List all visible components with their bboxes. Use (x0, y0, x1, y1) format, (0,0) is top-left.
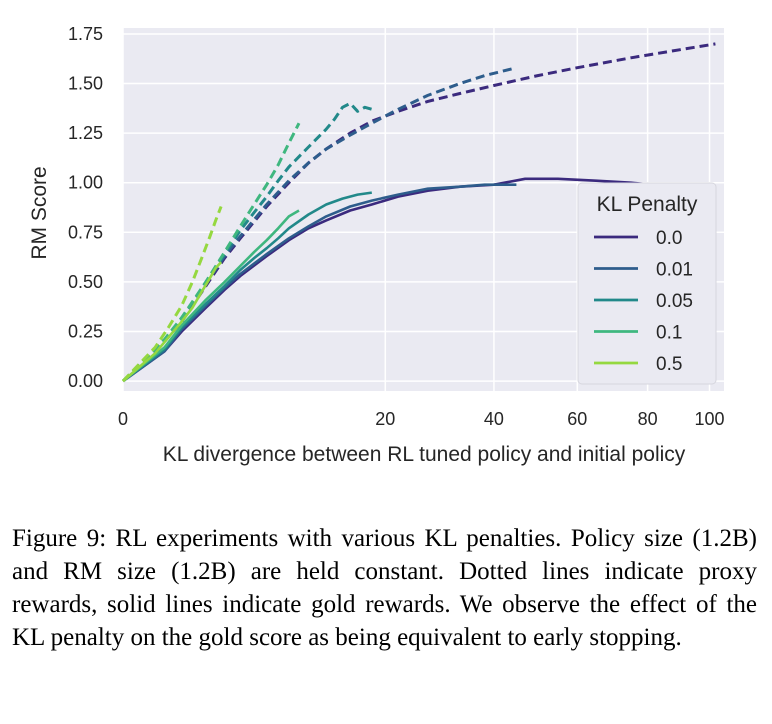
series-line (122, 191, 372, 383)
legend-label: 0.5 (656, 354, 682, 375)
y-tick-labels: 0.00 0.25 0.50 0.75 1.00 1.25 1.50 1.75 (68, 24, 103, 391)
y-tick-label: 1.50 (68, 74, 103, 94)
kl-penalty-line-chart: 0 20 40 60 80 100 0.00 0.25 0.50 0.75 1.00 1.25 1.5… (28, 24, 725, 466)
series-line (121, 122, 301, 383)
data-lines (121, 42, 716, 383)
y-tick-label: 0.75 (68, 222, 103, 242)
x-tick-label: 40 (484, 409, 504, 429)
series-line (122, 209, 300, 383)
y-tick-label: 0.00 (68, 371, 103, 391)
x-tick-label: 60 (567, 409, 587, 429)
x-axis-label: KL divergence between RL tuned policy an… (163, 443, 686, 466)
x-tick-label: 0 (118, 409, 128, 429)
y-tick-label: 1.25 (68, 123, 103, 143)
y-axis-label: RM Score (28, 166, 51, 259)
y-tick-label: 0.25 (68, 321, 103, 341)
series-line (121, 42, 716, 383)
series-line (122, 177, 716, 383)
legend-box (577, 182, 717, 385)
x-tick-label: 20 (375, 409, 395, 429)
legend-title: KL Penalty (597, 193, 698, 216)
legend-label: 0.1 (656, 323, 682, 344)
x-tick-label: 80 (638, 409, 658, 429)
legend-label: 0.01 (656, 260, 693, 281)
series-line (122, 183, 517, 383)
legend-label: 0.05 (656, 291, 693, 312)
y-tick-label: 0.50 (68, 272, 103, 292)
legend-items: 0.0 0.01 0.05 0.1 0.5 (594, 228, 693, 375)
x-tick-labels: 0 20 40 60 80 100 (118, 409, 725, 429)
legend: KL Penalty 0.0 0.01 0.05 0.1 0.5 (577, 182, 717, 385)
x-tick-label: 100 (694, 409, 724, 429)
legend-label: 0.0 (656, 228, 682, 249)
figure-caption: Figure 9: RL experiments with various KL… (12, 525, 757, 651)
series-line (121, 205, 223, 383)
y-tick-label: 1.75 (68, 24, 103, 44)
y-tick-label: 1.00 (68, 173, 103, 193)
series-line (122, 261, 223, 383)
